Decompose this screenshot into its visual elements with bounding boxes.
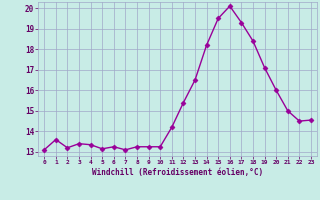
X-axis label: Windchill (Refroidissement éolien,°C): Windchill (Refroidissement éolien,°C)	[92, 168, 263, 177]
